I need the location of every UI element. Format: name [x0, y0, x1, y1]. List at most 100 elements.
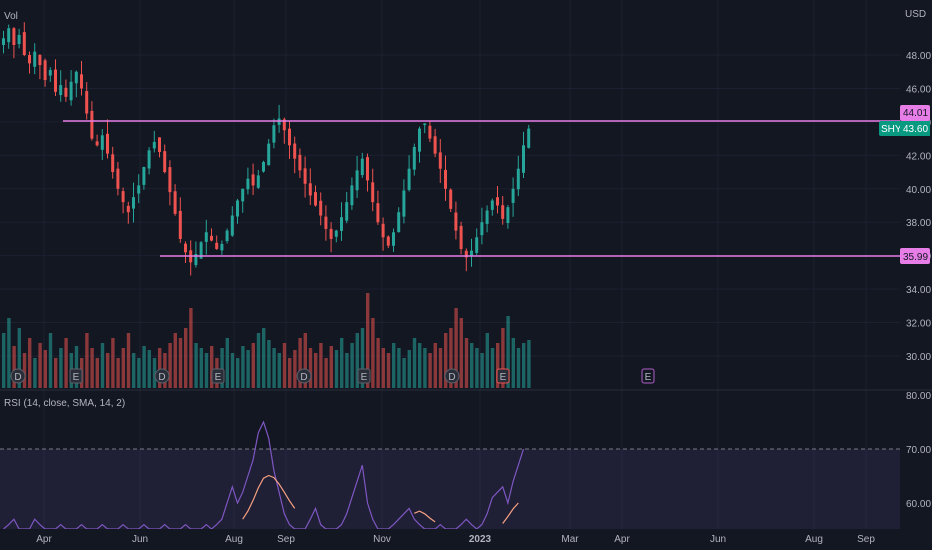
- rsi-axis[interactable]: 80.00 70.00 60.00: [906, 391, 931, 510]
- candle-body: [490, 200, 494, 210]
- volume-bar: [106, 353, 110, 388]
- candle-body: [215, 242, 219, 249]
- volume-bar: [230, 353, 235, 388]
- volume-bar: [501, 328, 505, 388]
- candle-body: [366, 157, 369, 181]
- volume-bar: [308, 348, 313, 388]
- candle-body: [433, 136, 437, 154]
- event-marker-letter: E: [361, 372, 368, 383]
- volume-bar: [402, 358, 406, 388]
- volume-bar: [178, 338, 183, 388]
- volume-bar: [152, 358, 157, 388]
- event-marker-letter: E: [73, 372, 80, 383]
- volume-bar: [147, 350, 151, 388]
- volume-bar: [444, 333, 448, 388]
- candle-body: [59, 85, 63, 96]
- price-tick-label: 48.00: [906, 51, 931, 62]
- volume-bar: [355, 333, 359, 388]
- volume-bar: [277, 353, 281, 388]
- rsi-sma-line[interactable]: [242, 474, 519, 524]
- candle-body: [230, 215, 234, 236]
- candle-body: [178, 210, 182, 239]
- price-candles[interactable]: [2, 22, 531, 276]
- candle-body: [345, 202, 349, 221]
- candle-body: [267, 143, 271, 166]
- volume-bar: [438, 348, 443, 388]
- symbol-ticker: SHY: [881, 124, 902, 135]
- candle-body: [381, 223, 385, 238]
- time-tick-label: Sep: [857, 534, 875, 545]
- candle-body: [480, 222, 484, 236]
- candle-body: [116, 168, 120, 189]
- volume-bar: [324, 358, 328, 388]
- volume-bar: [48, 333, 53, 388]
- candle-body: [210, 235, 213, 241]
- dividend-marker[interactable]: D: [154, 368, 170, 384]
- candle-body: [308, 183, 312, 196]
- candle-body: [90, 110, 94, 139]
- candle-body: [324, 216, 328, 229]
- price-tick-label: 46.00: [906, 84, 931, 95]
- rsi-tick-label: 80.00: [906, 391, 931, 402]
- rsi-tick-label: 60.00: [906, 499, 931, 510]
- candle-body: [423, 123, 427, 126]
- earnings-marker[interactable]: E: [641, 368, 655, 384]
- candle-body: [69, 81, 73, 101]
- dividend-marker[interactable]: D: [296, 368, 312, 384]
- volume-bar: [262, 328, 266, 388]
- candle-body: [262, 162, 265, 172]
- candle-body: [314, 192, 317, 206]
- dividend-marker[interactable]: D: [10, 368, 26, 384]
- earnings-marker[interactable]: E: [357, 368, 371, 384]
- candle-body: [236, 200, 239, 217]
- volume-bar: [506, 316, 510, 388]
- candle-body: [33, 51, 37, 67]
- candle-body: [334, 230, 338, 237]
- earnings-marker[interactable]: E: [211, 368, 225, 384]
- lower-level-tag: 35.99: [900, 248, 930, 264]
- time-axis[interactable]: Apr Jun Aug Sep Nov 2023 Mar Apr Jun Aug Sep: [36, 534, 875, 545]
- candle-body: [329, 228, 333, 239]
- dividend-marker[interactable]: D: [444, 368, 460, 384]
- volume-bar: [168, 343, 172, 388]
- volume-bar: [288, 358, 292, 388]
- volume-bar: [475, 348, 479, 388]
- candle-body: [470, 250, 473, 257]
- candle-body: [106, 133, 109, 154]
- candle-body: [132, 197, 135, 209]
- earnings-marker[interactable]: E: [496, 368, 510, 384]
- price-tick-label: 38.00: [906, 218, 931, 229]
- volume-bar: [111, 338, 115, 388]
- volume-bar: [38, 343, 42, 388]
- volume-bar: [282, 343, 287, 388]
- time-tick-label: Apr: [36, 534, 52, 545]
- volume-bar: [59, 348, 63, 388]
- candle-body: [522, 145, 525, 173]
- volume-bar: [470, 343, 474, 388]
- earnings-marker[interactable]: E: [69, 368, 83, 384]
- candle-body: [293, 143, 297, 159]
- candle-body: [7, 28, 11, 43]
- rsi-indicator-label[interactable]: RSI (14, close, SMA, 14, 2): [4, 398, 125, 409]
- volume-bar: [423, 348, 427, 388]
- candle-body: [204, 232, 208, 242]
- candle-body: [444, 169, 447, 189]
- candle-body: [64, 87, 68, 97]
- volume-bar: [511, 338, 515, 388]
- volume-bar: [204, 353, 209, 388]
- candle-body: [418, 128, 421, 152]
- volume-bar: [100, 343, 105, 388]
- candle-body: [173, 191, 177, 214]
- time-tick-label: Jun: [710, 534, 726, 545]
- price-tick-label: 30.00: [906, 352, 931, 363]
- volume-bar: [350, 343, 354, 388]
- price-tick-label: 40.00: [906, 185, 931, 196]
- volume-bar: [90, 348, 94, 388]
- candle-body: [251, 174, 255, 186]
- event-marker-letter: E: [645, 372, 652, 383]
- time-tick-label: Nov: [373, 534, 391, 545]
- candle-body: [303, 168, 307, 184]
- volume-bar: [314, 353, 318, 388]
- candle-body: [485, 210, 489, 224]
